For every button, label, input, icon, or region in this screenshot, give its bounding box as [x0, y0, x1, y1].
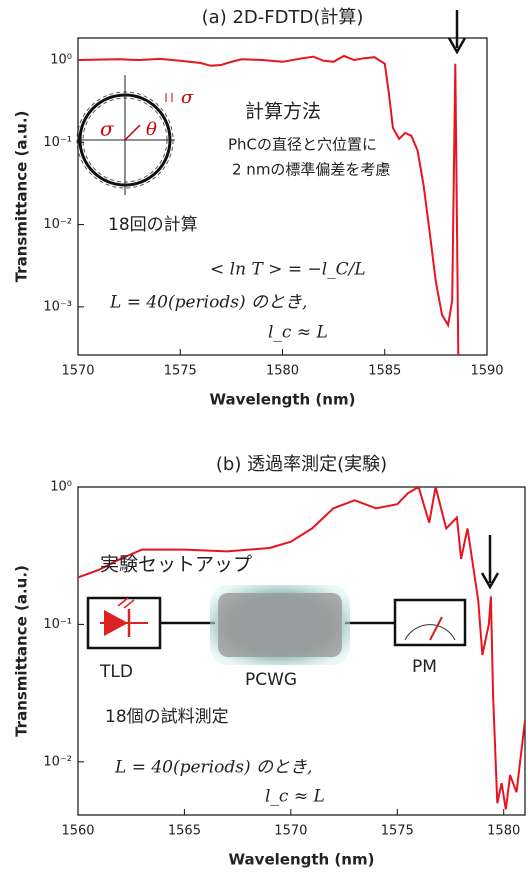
y-axis-label: Transmittance (a.u.): [13, 565, 31, 737]
peak-arrow: [480, 535, 500, 590]
annotation: l_c ≈ L: [268, 323, 328, 343]
annotation: θ: [146, 119, 157, 140]
annotation: 計算方法: [245, 101, 321, 123]
y-tick-label: 10⁻²: [43, 217, 72, 232]
x-axis-label: Wavelength (nm): [229, 851, 375, 869]
plot-frame: [77, 486, 526, 816]
annotation: PhCの直径と穴位置に: [228, 136, 377, 154]
y-tick-label: 10⁻²: [43, 754, 72, 769]
x-tick-label: 1565: [168, 824, 201, 839]
x-tick-label: 1590: [470, 364, 503, 379]
x-tick-label: 1585: [368, 364, 401, 379]
annotation: 2 nmの標準偏差を考慮: [232, 161, 390, 179]
annotation: TLD: [99, 662, 133, 682]
x-tick-label: 1560: [61, 824, 94, 839]
annotation: σ: [181, 87, 194, 108]
x-tick-label: 1570: [61, 364, 94, 379]
chart-title: (a) 2D-FDTD(計算): [202, 7, 364, 28]
annotation: 実験セットアップ: [100, 554, 252, 576]
y-tick-label: 10⁻³: [43, 299, 72, 314]
x-axis-label: Wavelength (nm): [210, 391, 356, 409]
x-tick-label: 1575: [164, 364, 197, 379]
annotation: L = 40(periods) のとき,: [114, 758, 312, 778]
circle-diagram: [76, 75, 175, 195]
y-tick-label: 10⁰: [50, 480, 72, 495]
data-line: [78, 487, 525, 810]
annotation: PM: [412, 657, 437, 677]
y-tick-label: 10⁻¹: [43, 135, 72, 150]
x-tick-label: 1575: [381, 824, 414, 839]
y-tick-label: 10⁰: [50, 52, 72, 67]
setup-diagram: [86, 585, 467, 665]
annotation: PCWG: [245, 670, 297, 690]
annotation: 18回の計算: [108, 215, 198, 235]
annotation: l_c ≈ L: [265, 787, 325, 807]
data-line: [78, 54, 460, 355]
annotation: L = 40(periods) のとき,: [109, 293, 307, 313]
peak-arrow: [447, 10, 467, 55]
annotation: 18個の試料測定: [105, 707, 229, 727]
annotation: < ln T > = −l_C/L: [210, 260, 366, 280]
annotation: σ: [100, 117, 115, 141]
x-tick-label: 1570: [274, 824, 307, 839]
x-tick-label: 1580: [487, 824, 520, 839]
y-axis-label: Transmittance (a.u.): [13, 111, 31, 283]
y-tick-label: 10⁻¹: [43, 617, 72, 632]
x-tick-label: 1580: [266, 364, 299, 379]
chart-title: (b) 透過率測定(実験): [216, 454, 387, 475]
